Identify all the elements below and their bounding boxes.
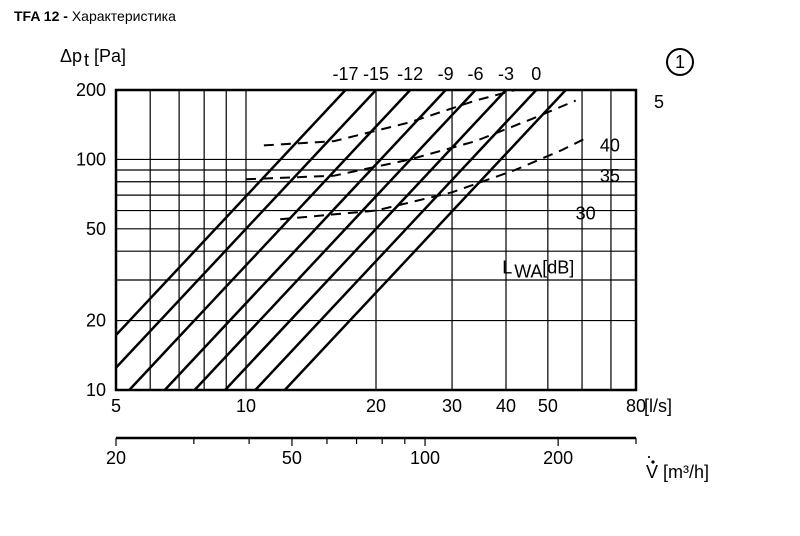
svg-text:-6: -6 [468,64,484,84]
svg-text:L: L [502,258,512,278]
svg-text:30: 30 [442,396,462,416]
svg-text:Δp: Δp [60,46,82,66]
svg-text:5: 5 [111,396,121,416]
svg-text:100: 100 [76,149,106,169]
svg-text:[Pa]: [Pa] [94,46,126,66]
svg-text:[l/s]: [l/s] [644,396,672,416]
svg-text:80: 80 [626,396,646,416]
svg-text:30: 30 [576,203,596,223]
svg-text:200: 200 [76,80,106,100]
svg-text:10: 10 [236,396,256,416]
svg-text:-15: -15 [363,64,389,84]
svg-text:20: 20 [366,396,386,416]
svg-text:WA: WA [514,262,542,282]
svg-text:V [m³/h]: V [m³/h] [646,462,709,482]
svg-text:1: 1 [675,52,685,72]
svg-text:35: 35 [600,166,620,186]
svg-text:20: 20 [106,448,126,468]
svg-text:-12: -12 [397,64,423,84]
svg-text:50: 50 [86,219,106,239]
svg-text:t: t [84,50,89,70]
svg-text:5: 5 [654,92,664,112]
svg-text:40: 40 [496,396,516,416]
svg-text:-9: -9 [438,64,454,84]
svg-text:20: 20 [86,311,106,331]
svg-text:200: 200 [543,448,573,468]
svg-text:-17: -17 [333,64,359,84]
svg-text:100: 100 [410,448,440,468]
svg-text:40: 40 [600,136,620,156]
svg-text:10: 10 [86,380,106,400]
svg-text:50: 50 [282,448,302,468]
svg-text:0: 0 [531,64,541,84]
svg-text:50: 50 [538,396,558,416]
svg-text:[dB]: [dB] [542,258,574,278]
svg-text:·: · [646,446,652,466]
chart-svg: 1020501002005102030405080Δpt [Pa][l/s]20… [0,0,800,536]
svg-text:-3: -3 [498,64,514,84]
